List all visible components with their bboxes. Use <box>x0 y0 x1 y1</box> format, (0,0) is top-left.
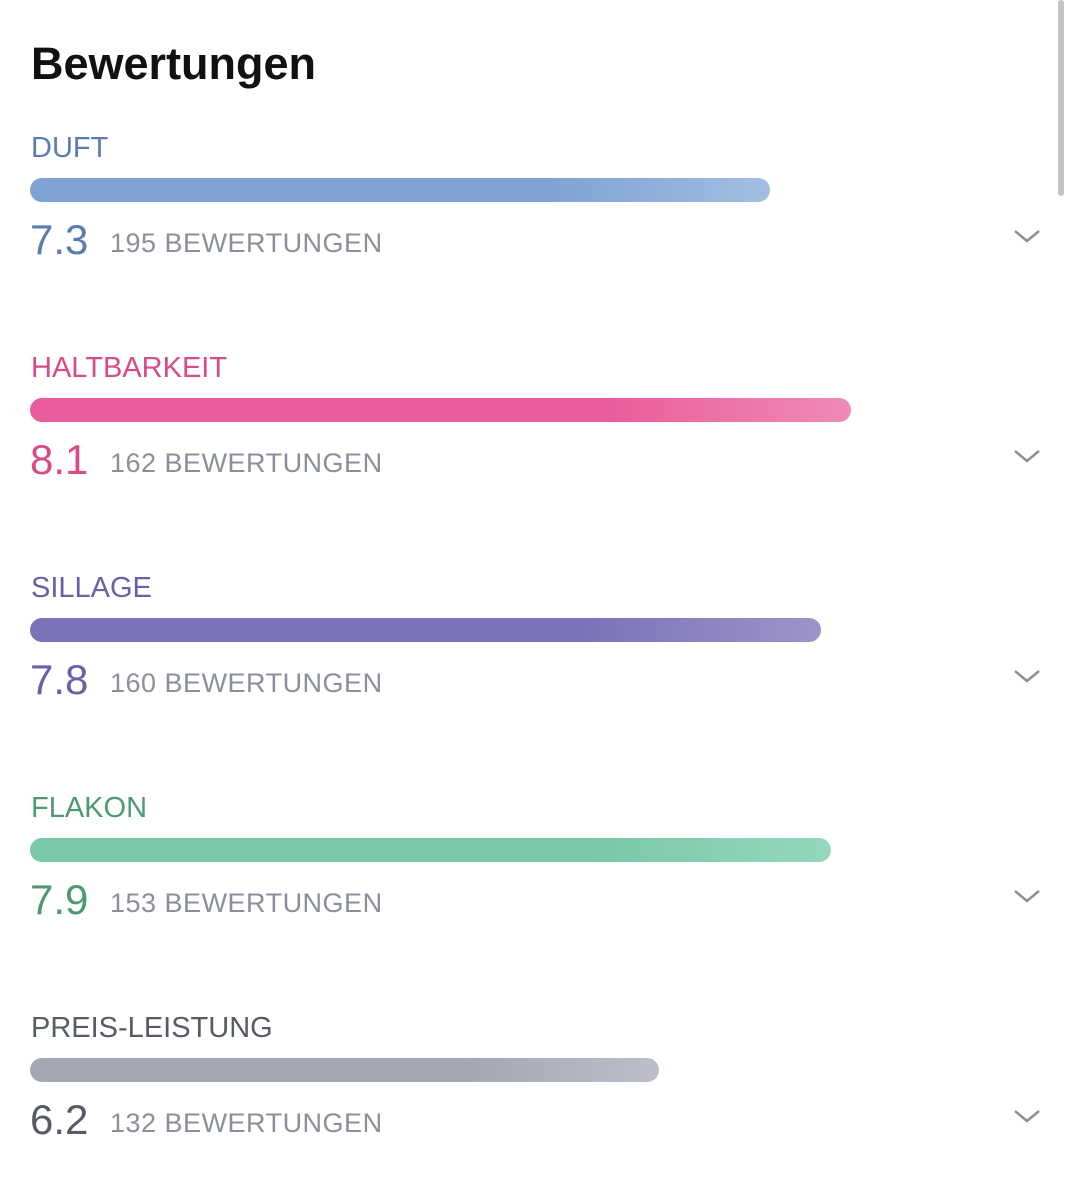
chevron-icon <box>1014 230 1040 243</box>
rating-count: 132 BEWERTUNGEN <box>110 1108 383 1138</box>
expand-chevron[interactable] <box>1012 886 1042 906</box>
rating-count: 153 BEWERTUNGEN <box>110 888 383 918</box>
expand-chevron[interactable] <box>1012 226 1042 246</box>
chevron-icon <box>1014 670 1040 683</box>
rating-bar <box>30 178 771 202</box>
chevron-line <box>1014 1110 1040 1123</box>
rating-score: 7.3 <box>30 216 89 263</box>
chevron-icon <box>1014 890 1040 903</box>
rating-score: 8.1 <box>30 436 89 483</box>
scrollbar <box>1058 0 1064 196</box>
rating-label: HALTBARKEIT <box>31 352 228 384</box>
chevron-line <box>1014 230 1040 243</box>
section-title: Bewertungen <box>31 38 317 89</box>
chevron-line <box>1014 450 1040 463</box>
chevron-line <box>1014 670 1040 683</box>
rating-count: 195 BEWERTUNGEN <box>110 228 383 258</box>
rating-bar <box>30 398 852 422</box>
chevron-line <box>1014 890 1040 903</box>
rating-bar <box>30 1058 659 1082</box>
chevron-icon <box>1014 450 1040 463</box>
expand-chevron[interactable] <box>1012 666 1042 686</box>
rating-count: 162 BEWERTUNGEN <box>110 448 383 478</box>
rating-score: 7.9 <box>30 876 89 923</box>
rating-label: PREIS-LEISTUNG <box>31 1012 273 1044</box>
rating-label: SILLAGE <box>31 572 152 604</box>
chevron-icon <box>1014 1110 1040 1123</box>
rating-bar <box>30 838 832 862</box>
rating-score: 6.2 <box>30 1096 89 1143</box>
expand-chevron[interactable] <box>1012 1106 1042 1126</box>
rating-score: 7.8 <box>30 656 89 703</box>
rating-bar <box>30 618 821 642</box>
rating-label: FLAKON <box>31 792 148 824</box>
expand-chevron[interactable] <box>1012 446 1042 466</box>
rating-label: DUFT <box>31 132 109 164</box>
rating-count: 160 BEWERTUNGEN <box>110 668 383 698</box>
